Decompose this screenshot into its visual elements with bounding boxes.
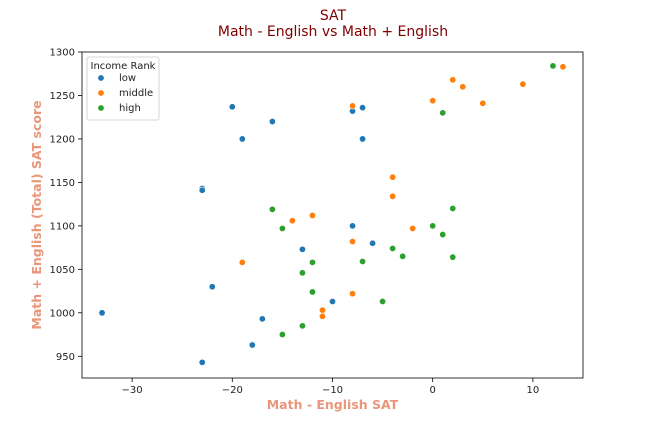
- point-high: [439, 231, 447, 239]
- x-axis-label: Math - English SAT: [267, 397, 399, 412]
- point-high: [359, 258, 367, 266]
- point-high: [429, 222, 437, 230]
- point-low: [248, 341, 256, 349]
- y-tick-label: 1300: [50, 48, 75, 59]
- point-low: [198, 186, 206, 194]
- point-high: [399, 252, 407, 260]
- point-middle: [449, 76, 457, 84]
- point-middle: [349, 290, 357, 298]
- point-low: [369, 239, 377, 247]
- point-high: [389, 244, 397, 252]
- point-low: [298, 245, 306, 253]
- point-low: [228, 103, 236, 111]
- point-middle: [318, 306, 326, 314]
- x-tick-label: −20: [222, 385, 243, 396]
- legend-label-high: high: [119, 103, 141, 114]
- point-low: [328, 297, 336, 305]
- legend-marker-high: [97, 104, 105, 112]
- point-high: [439, 109, 447, 117]
- y-axis-label: Math + English (Total) SAT score: [29, 100, 44, 329]
- point-low: [238, 135, 246, 143]
- point-middle: [349, 238, 357, 246]
- chart-subtitle: Math - English vs Math + English: [218, 24, 448, 40]
- y-axis: 950 1000 1050 1100 1150 1200 1250 1300: [50, 48, 82, 363]
- data-points: [98, 62, 567, 366]
- y-tick-label: 1200: [50, 134, 75, 145]
- point-high: [308, 288, 316, 296]
- point-middle: [349, 102, 357, 110]
- legend-label-middle: middle: [119, 88, 153, 99]
- point-high: [549, 62, 557, 70]
- y-tick-label: 1100: [50, 221, 75, 232]
- point-high: [308, 258, 316, 266]
- legend-marker-low: [97, 74, 105, 82]
- point-middle: [308, 211, 316, 219]
- point-middle: [519, 80, 527, 88]
- legend-title: Income Rank: [91, 61, 156, 72]
- point-middle: [409, 224, 417, 232]
- point-low: [198, 358, 206, 366]
- point-high: [449, 204, 457, 212]
- point-middle: [288, 217, 296, 225]
- point-high: [298, 322, 306, 330]
- y-tick-label: 1150: [50, 178, 75, 189]
- point-middle: [429, 97, 437, 105]
- point-high: [278, 224, 286, 232]
- point-middle: [559, 63, 567, 71]
- legend-box: [86, 56, 160, 121]
- point-middle: [389, 192, 397, 200]
- y-tick-label: 1000: [50, 308, 75, 319]
- point-low: [208, 283, 216, 291]
- point-middle: [389, 173, 397, 181]
- x-tick-label: 10: [527, 385, 540, 396]
- x-tick-label: 0: [430, 385, 436, 396]
- x-axis: −30 −20 −10 0 10: [122, 378, 540, 396]
- point-low: [268, 118, 276, 126]
- y-tick-label: 1250: [50, 91, 75, 102]
- chart-title: SAT: [320, 8, 347, 24]
- y-tick-label: 950: [56, 352, 75, 363]
- point-low: [359, 104, 367, 112]
- point-low: [98, 309, 106, 317]
- legend-marker-middle: [97, 89, 105, 97]
- x-tick-label: −10: [322, 385, 343, 396]
- legend-label-low: low: [119, 73, 136, 84]
- point-low: [349, 222, 357, 230]
- point-middle: [318, 312, 326, 320]
- point-high: [379, 297, 387, 305]
- point-high: [449, 253, 457, 261]
- point-high: [278, 331, 286, 339]
- point-high: [298, 269, 306, 277]
- point-middle: [479, 99, 487, 107]
- point-middle: [459, 83, 467, 91]
- x-tick-label: −30: [122, 385, 143, 396]
- legend: Income Rank low middle high: [86, 56, 160, 121]
- point-low: [359, 135, 367, 143]
- y-tick-label: 1050: [50, 265, 75, 276]
- point-middle: [238, 258, 246, 266]
- point-high: [268, 205, 276, 213]
- point-low: [258, 315, 266, 323]
